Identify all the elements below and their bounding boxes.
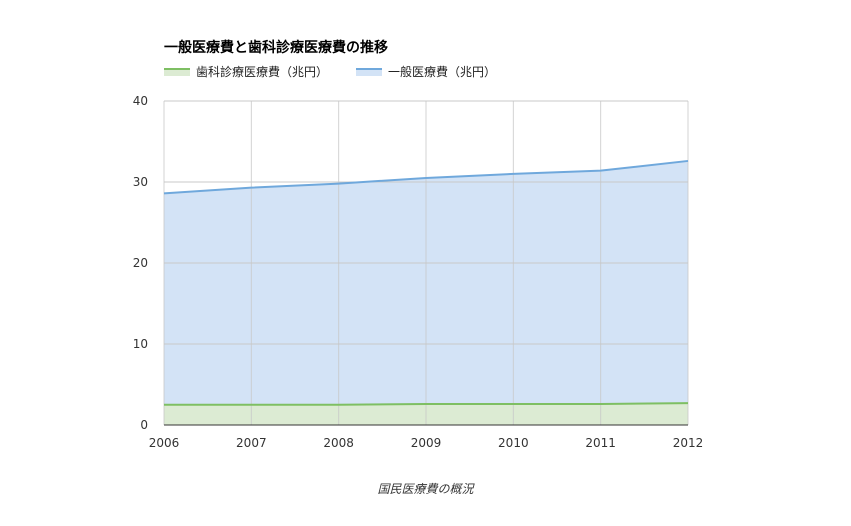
y-tick-label: 40 — [133, 94, 148, 108]
y-tick-label: 20 — [133, 256, 148, 270]
chart-title: 一般医療費と歯科診療医療費の推移 — [164, 40, 388, 56]
x-tick-label: 2008 — [323, 436, 354, 450]
legend-swatch-general — [356, 67, 383, 76]
x-tick-label: 2007 — [236, 436, 267, 450]
legend: 歯科診療医療費（兆円） 一般医療費（兆円） — [164, 63, 524, 80]
y-tick-label: 0 — [140, 418, 148, 432]
series-line-general — [163, 159, 689, 195]
legend-item-general: 一般医療費（兆円） — [356, 63, 496, 80]
x-tick-label: 2009 — [411, 436, 442, 450]
x-tick-label: 2011 — [585, 436, 616, 450]
y-tick-label: 10 — [133, 337, 148, 351]
legend-label-general: 一般医療費（兆円） — [388, 65, 497, 79]
series-line-dental — [164, 402, 689, 406]
chart-caption: 国民医療費の概況 — [377, 482, 474, 496]
legend-label-dental: 歯科診療医療費（兆円） — [196, 65, 329, 79]
x-tick-label: 2006 — [149, 436, 180, 450]
y-tick-label: 30 — [133, 175, 148, 189]
x-tick-label: 2010 — [498, 436, 529, 450]
legend-item-dental: 歯科診療医療費（兆円） — [164, 63, 328, 80]
legend-swatch-dental — [164, 67, 190, 76]
x-tick-label: 2012 — [673, 436, 704, 450]
